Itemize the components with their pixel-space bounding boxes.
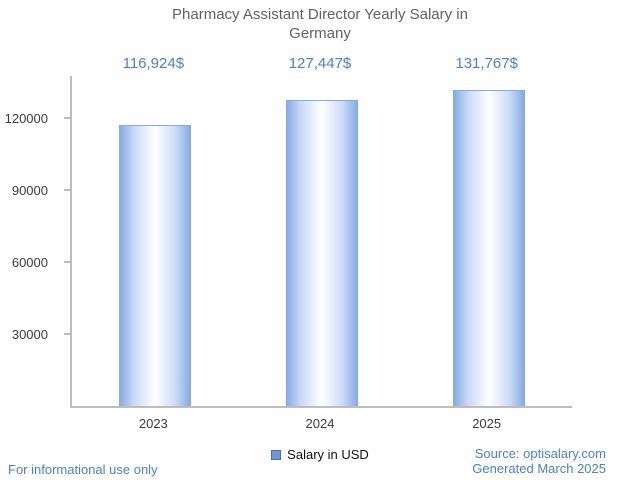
y-tick-mark bbox=[64, 189, 71, 191]
source-text: Source: optisalary.com bbox=[474, 445, 606, 461]
value-labels-row: 116,924$ 127,447$ 131,767$ bbox=[70, 55, 570, 75]
y-tick-label: 120000 bbox=[4, 111, 48, 126]
source-attribution: Source: optisalary.com Generated March 2… bbox=[472, 446, 606, 477]
value-label: 127,447$ bbox=[288, 55, 352, 72]
bar-2023 bbox=[119, 125, 192, 406]
y-tick-label: 60000 bbox=[11, 255, 48, 270]
x-tick-label: 2025 bbox=[472, 416, 502, 431]
legend-label: Salary in USD bbox=[287, 447, 369, 462]
y-tick-label: 90000 bbox=[11, 183, 48, 198]
y-tick-mark bbox=[64, 333, 71, 335]
bar-2024 bbox=[286, 100, 358, 406]
chart-title: Pharmacy Assistant Director Yearly Salar… bbox=[172, 6, 468, 42]
bar-2025 bbox=[452, 89, 525, 406]
plot-area bbox=[64, 76, 572, 408]
y-axis-labels: 30000 60000 90000 120000 bbox=[0, 76, 62, 406]
legend: Salary in USD bbox=[0, 447, 640, 462]
y-tick-label: 30000 bbox=[11, 327, 48, 342]
disclaimer-text: For informational use only bbox=[8, 462, 158, 477]
x-tick-label: 2023 bbox=[138, 416, 168, 431]
value-label: 116,924$ bbox=[122, 55, 185, 72]
x-tick-label: 2024 bbox=[305, 416, 335, 431]
legend-swatch-icon bbox=[271, 449, 282, 460]
y-tick-mark bbox=[64, 117, 71, 119]
generated-text: Generated March 2025 bbox=[472, 461, 606, 477]
y-tick-mark bbox=[64, 261, 71, 263]
value-label: 131,767$ bbox=[455, 55, 518, 72]
x-axis-labels: 2023 2024 2025 bbox=[70, 408, 570, 431]
